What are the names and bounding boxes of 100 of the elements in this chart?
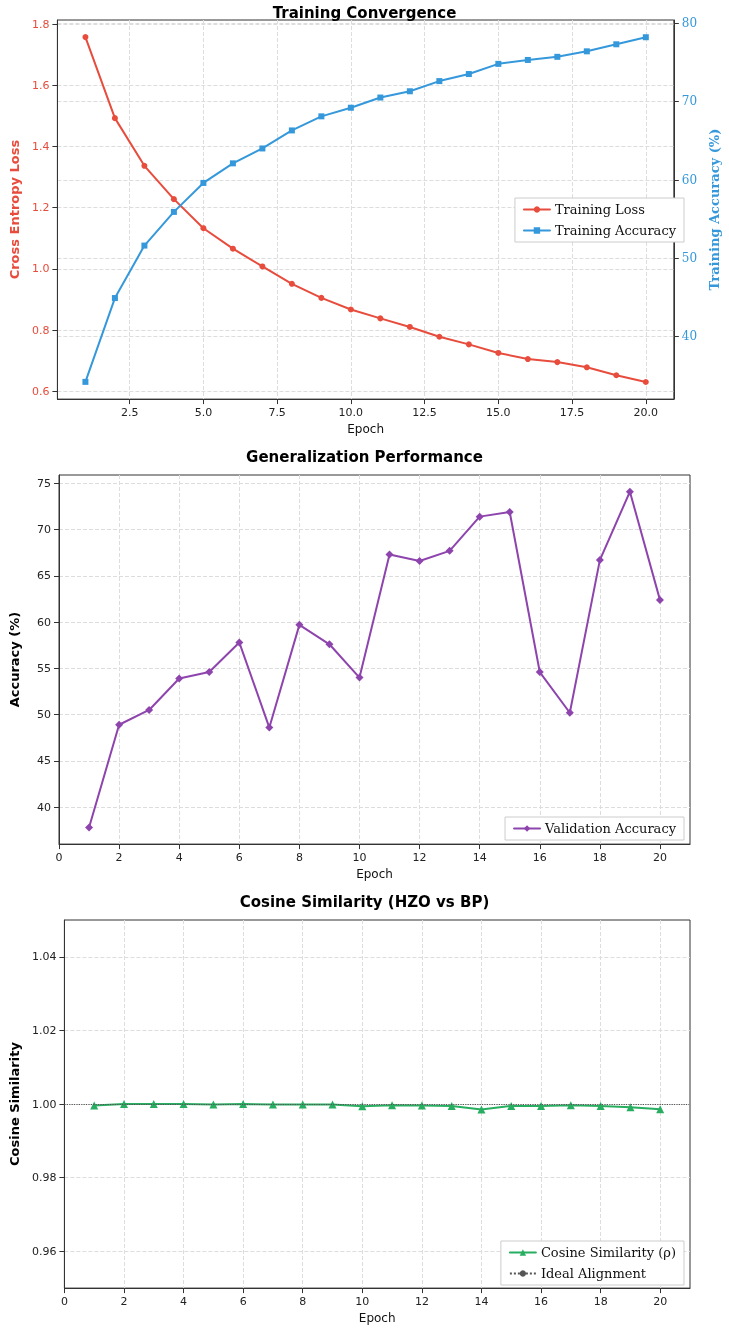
point	[318, 113, 325, 120]
point	[595, 556, 604, 565]
x-tick-label: 14	[472, 851, 487, 865]
point	[406, 323, 413, 330]
x-tick-label: 16	[532, 851, 547, 865]
y2-axis-title: Training Accuracy (%)	[707, 128, 722, 291]
x-tick-label: 20	[652, 851, 667, 865]
point	[115, 720, 124, 729]
x-tick-label: 10	[355, 1295, 370, 1309]
legend-label: Validation Accuracy	[544, 821, 677, 836]
point	[625, 487, 634, 496]
x-tick-label: 6	[239, 1295, 247, 1309]
x-tick-label: 8	[299, 1295, 307, 1309]
point	[415, 557, 424, 566]
point	[377, 315, 384, 322]
y-tick-label: 65	[37, 569, 51, 583]
x-tick-label: 18	[592, 851, 607, 865]
chart-title: Generalization Performance	[246, 447, 483, 466]
point	[554, 359, 561, 366]
point	[495, 60, 502, 67]
x-tick-label: 12	[414, 1295, 429, 1309]
point	[229, 245, 236, 252]
x-tick-label: 12	[412, 851, 427, 865]
legend-label: Ideal Alignment	[540, 1266, 647, 1281]
point	[175, 674, 184, 683]
point	[535, 668, 544, 677]
point	[259, 263, 266, 270]
x-tick-label: 2	[115, 851, 123, 865]
x-tick-label: 10	[352, 851, 367, 865]
point	[82, 378, 89, 385]
y-axis-title: Accuracy (%)	[7, 611, 22, 708]
x-axis-title: Epoch	[347, 422, 384, 436]
y-tick-label: 50	[37, 708, 51, 722]
y-tick-label: 1.04	[31, 950, 57, 964]
x-tick-label: 12.5	[412, 406, 437, 420]
x-axis-title: Epoch	[356, 867, 393, 881]
legend-label: Training Accuracy	[554, 223, 677, 238]
y-tick-label: 70	[37, 523, 51, 537]
point	[406, 88, 413, 95]
y-tick-label: 60	[37, 615, 51, 629]
point	[288, 127, 295, 134]
point	[200, 225, 207, 232]
x-tick-label: 7.5	[268, 406, 286, 420]
x-tick-label: 6	[235, 851, 243, 865]
chart-title: Cosine Similarity (HZO vs BP)	[239, 892, 490, 911]
point	[200, 179, 207, 186]
x-tick-label: 4	[180, 1295, 188, 1309]
y-axis-title: Cross Entropy Loss	[7, 139, 22, 280]
point	[145, 705, 154, 714]
point	[347, 104, 354, 111]
point	[325, 640, 334, 649]
point	[445, 546, 454, 555]
point	[170, 196, 177, 203]
x-tick-label: 18	[593, 1295, 608, 1309]
y-tick-label: 1.02	[31, 1023, 57, 1037]
point	[613, 41, 620, 48]
point	[613, 372, 620, 379]
x-tick-label: 14	[474, 1295, 489, 1309]
y2-tick-label: 60	[681, 172, 698, 187]
chart-title: Training Convergence	[272, 3, 457, 22]
y-tick-label: 1.4	[31, 140, 50, 154]
point	[436, 78, 443, 85]
x-tick-label: 17.5	[559, 406, 585, 420]
point	[475, 512, 484, 521]
legend-label: Training Loss	[554, 202, 645, 217]
point	[265, 723, 274, 732]
point	[524, 356, 531, 363]
point	[465, 341, 472, 348]
y-tick-label: 0.6	[31, 384, 50, 398]
y2-tick-label: 70	[681, 94, 698, 109]
point	[111, 295, 118, 302]
point	[235, 638, 244, 647]
point	[347, 306, 354, 313]
point	[495, 349, 502, 356]
x-tick-label: 8	[295, 851, 303, 865]
legend-label: Cosine Similarity (ρ)	[540, 1245, 677, 1260]
y2-tick-label: 40	[681, 329, 698, 344]
x-tick-label: 20	[653, 1295, 668, 1309]
point	[642, 34, 649, 41]
x-tick-label: 10.0	[338, 406, 364, 420]
point	[229, 160, 236, 167]
point	[205, 668, 214, 677]
y-tick-label: 1.0	[31, 262, 50, 276]
point	[465, 71, 472, 78]
point	[583, 48, 590, 55]
y-tick-label: 0.8	[31, 323, 50, 337]
point	[565, 708, 574, 717]
point	[385, 550, 394, 559]
y-tick-label: 55	[37, 661, 51, 675]
y-axis-title: Cosine Similarity	[7, 1041, 22, 1166]
point	[141, 162, 148, 169]
point	[82, 34, 89, 41]
y-tick-label: 1.8	[31, 17, 50, 31]
x-axis-title: Epoch	[358, 1311, 396, 1325]
x-tick-label: 5.0	[194, 406, 213, 420]
y-tick-label: 1.2	[31, 201, 50, 215]
point	[288, 280, 295, 287]
point	[524, 56, 531, 63]
point	[436, 333, 443, 340]
point	[318, 294, 325, 301]
